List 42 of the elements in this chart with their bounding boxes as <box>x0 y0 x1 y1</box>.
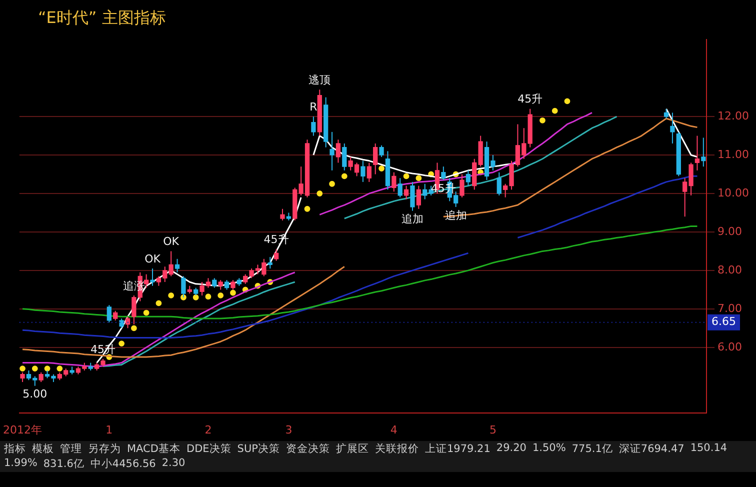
text: 1.50% <box>532 442 566 456</box>
x-tick-label: 5 <box>489 423 496 436</box>
text: 29.20 <box>496 442 526 456</box>
y-tick-label: 9.00 <box>718 224 742 238</box>
ref-line-label: 6.65 <box>712 315 736 328</box>
text: 指标 <box>4 442 26 456</box>
text: 资金决策 <box>286 442 330 456</box>
x-tick-label: 2 <box>204 423 212 436</box>
y-tick-label: 10.00 <box>718 186 750 200</box>
x-tick-label: 3 <box>285 423 292 436</box>
annotation: 45升 <box>518 92 543 106</box>
text: SUP决策 <box>237 442 280 456</box>
text: 775.1亿 <box>572 442 613 456</box>
text: 深证7694.47 <box>618 442 684 456</box>
y-tick-label: 12.00 <box>718 109 750 122</box>
text: 模板 <box>32 442 54 456</box>
y-tick-label: 11.00 <box>718 148 750 161</box>
text: 扩展区 <box>336 442 369 456</box>
text: 上证1979.21 <box>424 442 490 456</box>
text: 中小4456.56 <box>90 457 156 471</box>
annotation: 追加 <box>401 212 424 226</box>
text: 管理 <box>60 442 82 456</box>
annotation: OK <box>163 235 180 248</box>
x-tick-label: 2012年 <box>3 423 42 436</box>
y-tick-label: 8.00 <box>718 263 742 276</box>
y-tick-label: 7.00 <box>718 302 742 315</box>
annotation: 逃顶 <box>308 73 331 86</box>
text: 1.99% <box>4 457 38 471</box>
chart-title: “E时代” 主图指标 <box>38 8 166 29</box>
text: 另存为 <box>88 442 121 456</box>
text: 关联报价 <box>374 442 419 456</box>
x-tick-label: 1 <box>106 423 113 436</box>
annotation: R <box>310 100 318 114</box>
annotation: OK <box>144 252 162 266</box>
text: MACD基本 <box>127 442 180 456</box>
annotation: 5.00 <box>22 388 48 401</box>
y-tick-label: 6.00 <box>718 340 742 354</box>
x-tick-label: 4 <box>390 423 398 436</box>
text: 2.30 <box>162 457 186 471</box>
text: 150.14 <box>690 442 728 456</box>
text: DDE决策 <box>186 442 232 456</box>
text: 831.6亿 <box>43 457 84 471</box>
